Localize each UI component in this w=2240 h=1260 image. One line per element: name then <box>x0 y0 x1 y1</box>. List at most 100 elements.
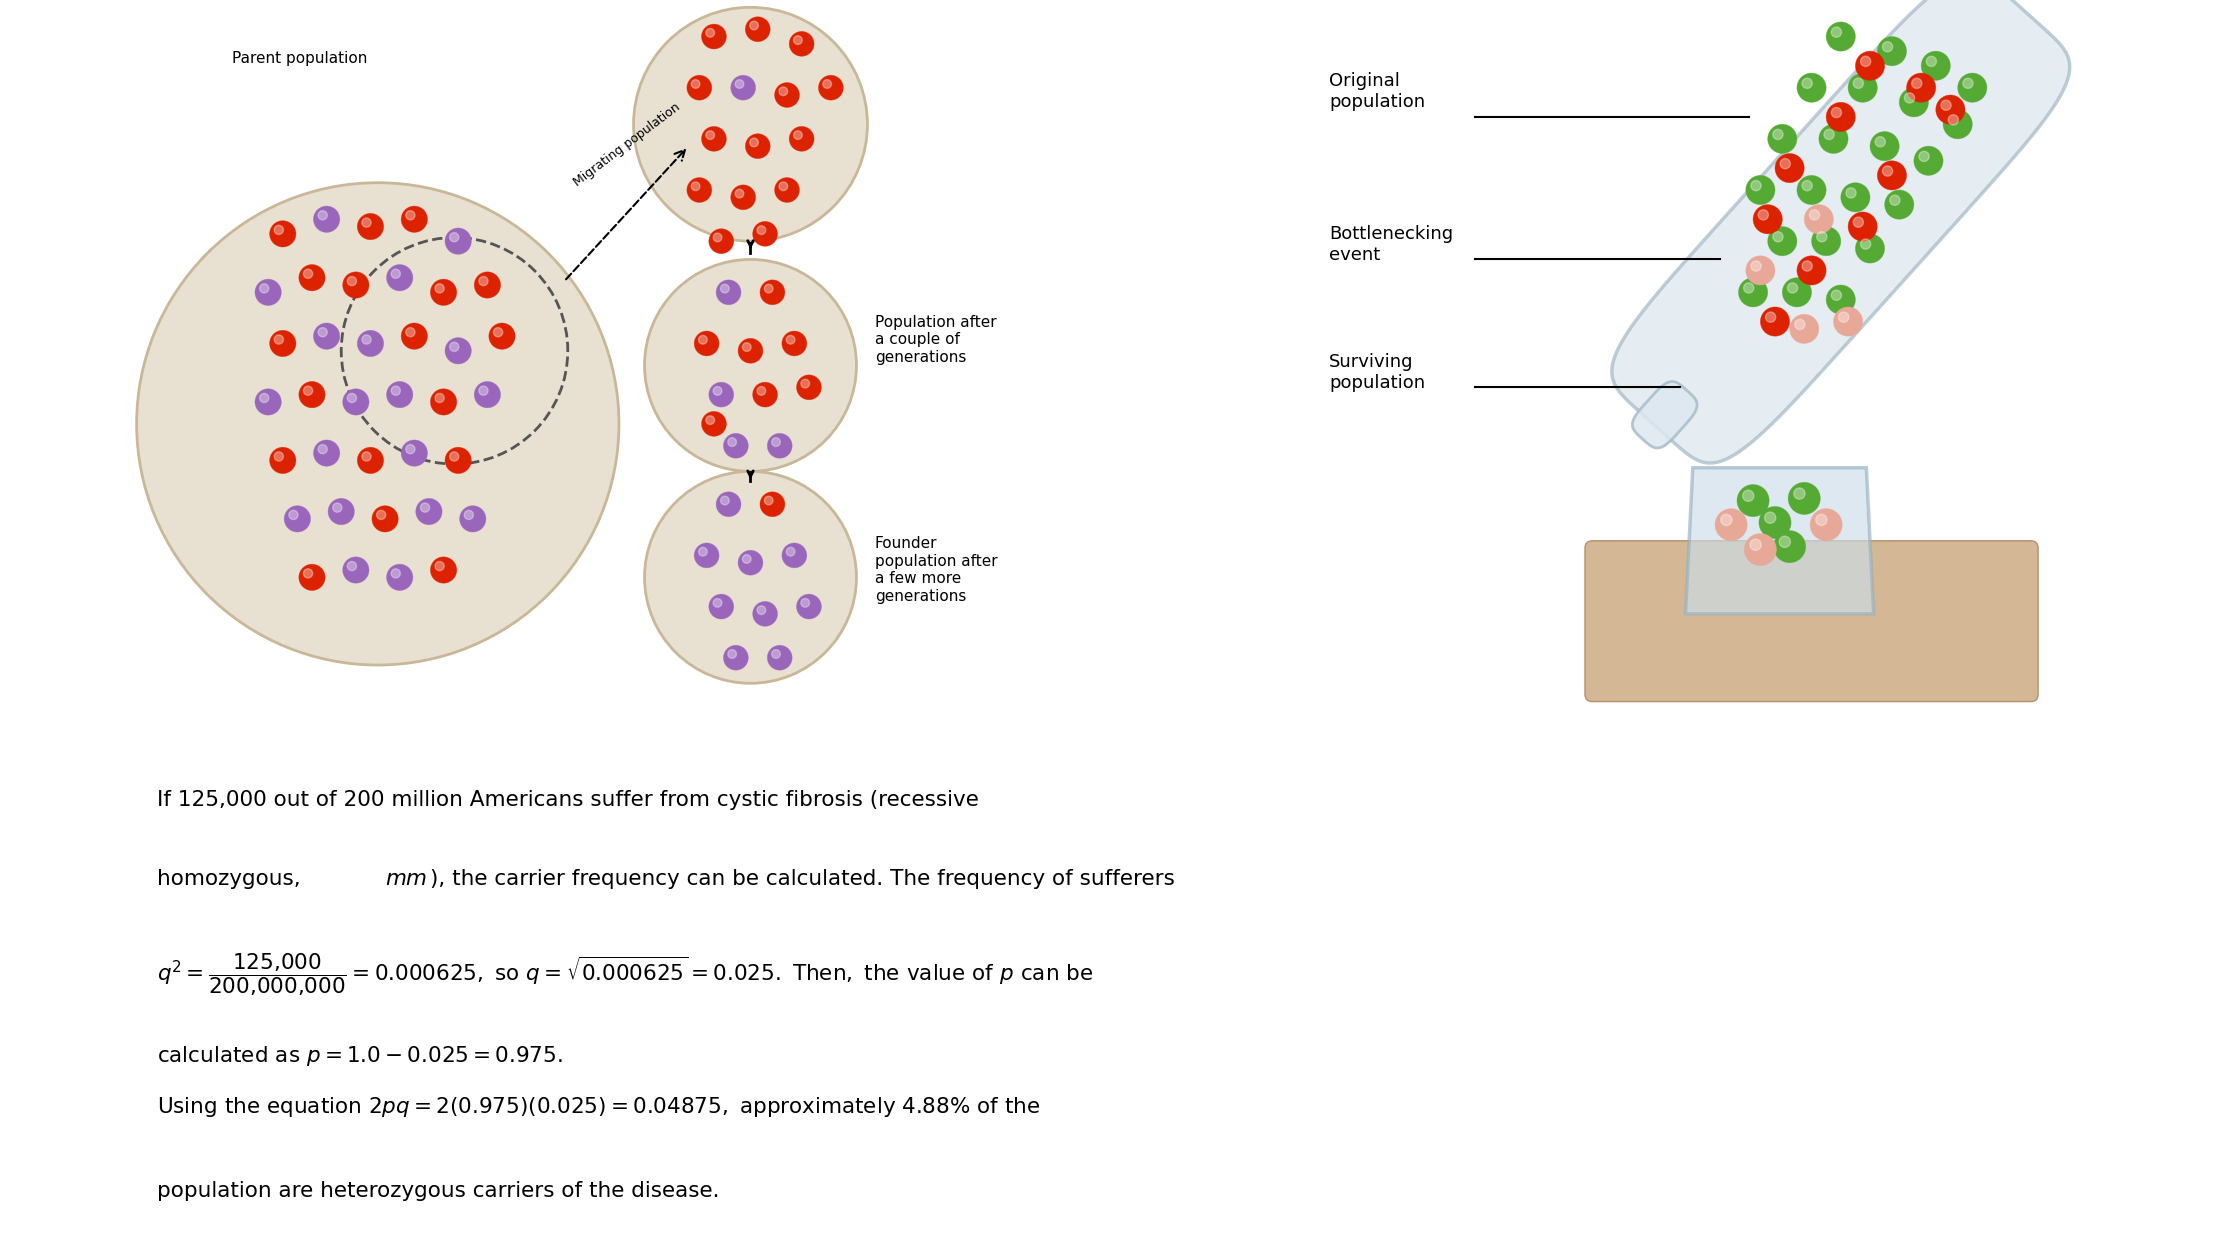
Circle shape <box>1796 256 1826 285</box>
Circle shape <box>1752 180 1761 190</box>
Circle shape <box>782 543 806 568</box>
Circle shape <box>706 416 715 425</box>
Circle shape <box>1877 161 1906 190</box>
Circle shape <box>1761 307 1790 336</box>
Circle shape <box>475 382 500 408</box>
Circle shape <box>1835 307 1864 336</box>
Circle shape <box>771 437 780 446</box>
Circle shape <box>401 440 428 466</box>
Circle shape <box>1772 232 1783 242</box>
Circle shape <box>1745 256 1774 285</box>
Circle shape <box>1788 483 1821 514</box>
Circle shape <box>289 510 298 519</box>
Circle shape <box>1754 204 1783 234</box>
Circle shape <box>435 393 444 403</box>
Circle shape <box>797 595 822 619</box>
Circle shape <box>269 447 296 474</box>
Circle shape <box>479 276 488 286</box>
Circle shape <box>753 382 777 407</box>
Circle shape <box>372 505 399 532</box>
Polygon shape <box>1684 467 1873 614</box>
Circle shape <box>493 328 502 336</box>
Circle shape <box>1826 102 1855 131</box>
Circle shape <box>430 280 457 305</box>
Circle shape <box>1855 234 1884 263</box>
Circle shape <box>298 382 325 408</box>
Circle shape <box>1801 78 1812 88</box>
Circle shape <box>750 21 759 30</box>
Circle shape <box>741 554 750 563</box>
Circle shape <box>343 557 370 583</box>
Circle shape <box>1801 261 1812 271</box>
Circle shape <box>730 185 755 209</box>
Circle shape <box>1812 227 1841 256</box>
Circle shape <box>347 562 356 571</box>
Circle shape <box>724 645 748 670</box>
Circle shape <box>768 645 793 670</box>
Circle shape <box>780 181 788 190</box>
Circle shape <box>392 386 401 396</box>
Text: Surviving
population: Surviving population <box>1328 353 1425 392</box>
Circle shape <box>753 601 777 626</box>
Circle shape <box>1832 290 1841 300</box>
Circle shape <box>255 389 282 415</box>
Circle shape <box>818 76 842 100</box>
Circle shape <box>475 272 500 299</box>
Circle shape <box>788 32 813 57</box>
Circle shape <box>1852 217 1864 227</box>
Circle shape <box>388 265 412 291</box>
Circle shape <box>1841 183 1870 212</box>
Circle shape <box>435 562 444 571</box>
Circle shape <box>1877 37 1906 66</box>
Circle shape <box>1875 136 1886 147</box>
Circle shape <box>421 503 430 513</box>
Text: $\mathit{mm}$: $\mathit{mm}$ <box>385 869 428 890</box>
Circle shape <box>273 452 284 461</box>
Circle shape <box>450 452 459 461</box>
Circle shape <box>737 339 764 363</box>
Circle shape <box>1817 232 1828 242</box>
Circle shape <box>358 330 383 357</box>
Circle shape <box>1794 488 1805 499</box>
Circle shape <box>1940 100 1951 111</box>
Circle shape <box>1743 282 1754 294</box>
Circle shape <box>780 87 788 96</box>
Circle shape <box>260 284 269 294</box>
Circle shape <box>1958 73 1987 102</box>
Circle shape <box>712 598 721 607</box>
Circle shape <box>401 323 428 349</box>
Circle shape <box>694 331 719 355</box>
Circle shape <box>1788 282 1799 294</box>
Circle shape <box>1743 490 1754 501</box>
Circle shape <box>645 471 856 683</box>
Circle shape <box>699 335 708 344</box>
Circle shape <box>782 331 806 355</box>
Circle shape <box>450 233 459 242</box>
Circle shape <box>1819 125 1848 154</box>
Text: $q^2 = \dfrac{125{,}000}{200{,}000{,}000} = 0.000625\mathrm{,\ so\ }q = \sqrt{0.: $q^2 = \dfrac{125{,}000}{200{,}000{,}000… <box>157 951 1093 998</box>
Circle shape <box>1826 285 1855 314</box>
Circle shape <box>417 499 441 524</box>
Circle shape <box>1913 146 1942 175</box>
Circle shape <box>1846 188 1857 198</box>
Circle shape <box>717 491 741 517</box>
Circle shape <box>1796 73 1826 102</box>
Circle shape <box>343 272 370 299</box>
Polygon shape <box>1633 382 1698 449</box>
Circle shape <box>741 343 750 352</box>
Circle shape <box>479 386 488 396</box>
Circle shape <box>318 328 327 336</box>
Circle shape <box>757 226 766 234</box>
Circle shape <box>1882 166 1893 176</box>
Circle shape <box>446 447 470 474</box>
Circle shape <box>1758 209 1767 220</box>
Circle shape <box>1855 52 1884 81</box>
Text: If 125,000 out of 200 million Americans suffer from cystic fibrosis (recessive: If 125,000 out of 200 million Americans … <box>157 790 979 810</box>
Circle shape <box>1848 212 1877 241</box>
Circle shape <box>1891 195 1900 205</box>
Circle shape <box>273 226 284 234</box>
Circle shape <box>708 595 735 619</box>
Circle shape <box>1810 509 1841 541</box>
Text: Founder
population after
a few more
generations: Founder population after a few more gene… <box>874 537 997 604</box>
Circle shape <box>786 335 795 344</box>
